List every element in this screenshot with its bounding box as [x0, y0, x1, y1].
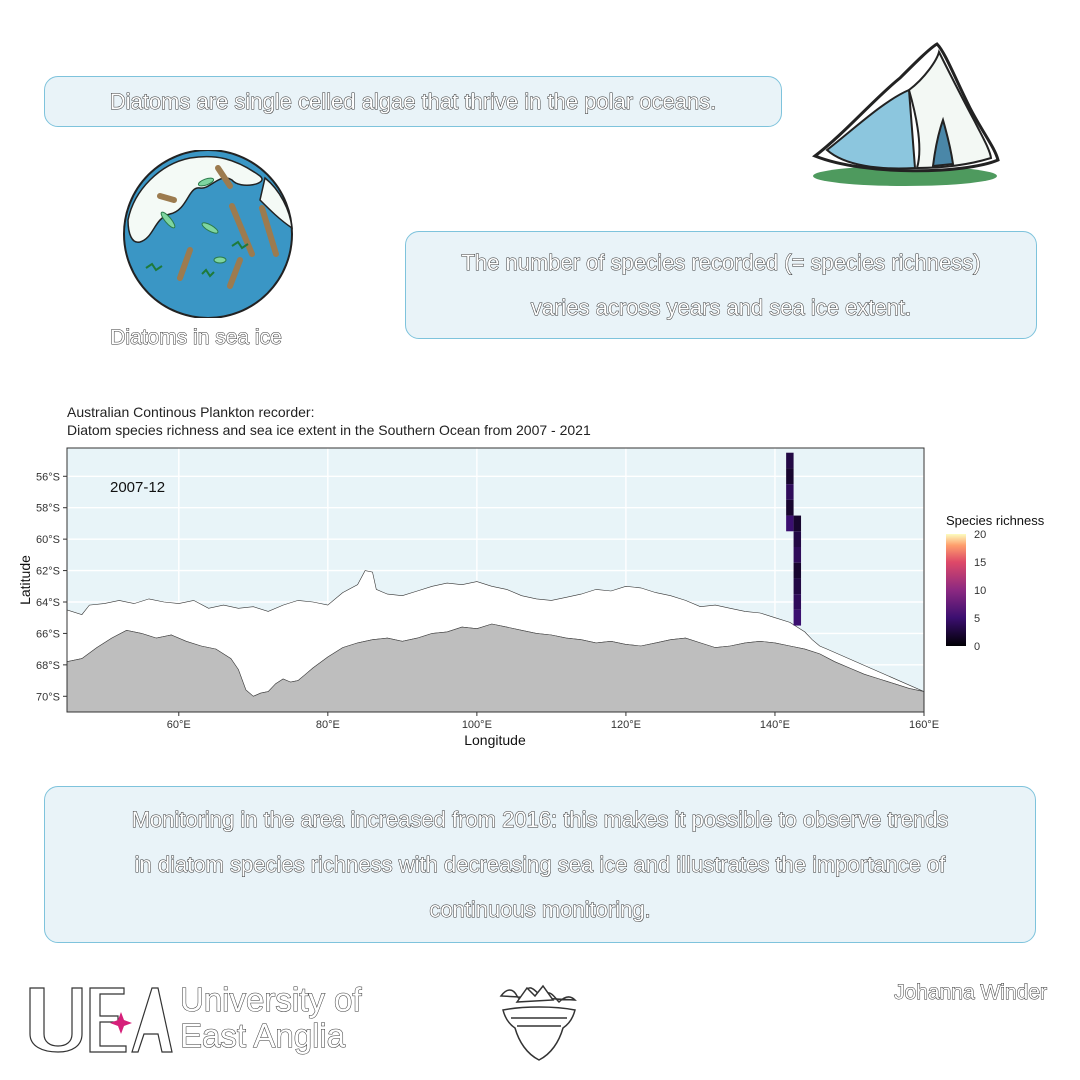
legend-tick-label: 10 — [974, 585, 986, 597]
author-winder: Johanna Winder — [894, 981, 1048, 1005]
richness-cell — [793, 609, 802, 626]
x-axis-label: Longitude — [464, 732, 526, 748]
richness-cell — [786, 515, 794, 532]
richness-cells — [786, 452, 802, 626]
richness-cell — [793, 562, 802, 579]
author-list: Johanna Winder — [894, 978, 1048, 1008]
iceberg-icon — [811, 42, 1000, 186]
x-tick-label: 60°E — [167, 719, 191, 731]
x-tick-label: 100°E — [462, 719, 492, 731]
chart-title-line1: Australian Continous Plankton recorder: — [67, 404, 315, 420]
legend-tick-label: 15 — [974, 557, 986, 569]
x-tick-label: 80°E — [316, 719, 340, 731]
y-tick-label: 70°S — [36, 691, 60, 703]
richness-cell — [793, 594, 802, 610]
y-tick-label: 60°S — [36, 534, 60, 546]
uea-wordmark: University of East Anglia — [180, 981, 363, 1054]
legend-tick-label: 0 — [974, 641, 980, 653]
y-axis-ticks: 56°S 58°S 60°S 62°S 64°S 66°S 68°S 70°S — [36, 471, 67, 703]
y-axis-label: Latitude — [17, 555, 33, 605]
y-tick-label: 62°S — [36, 566, 60, 578]
richness-cell — [786, 499, 794, 516]
y-tick-label: 66°S — [36, 628, 60, 640]
x-tick-label: 140°E — [760, 719, 790, 731]
iceberg-logo-icon — [499, 984, 577, 1061]
richness-cell — [786, 484, 794, 500]
diatoms-in-ice-illustration — [123, 150, 293, 318]
chart-title: Australian Continous Plankton recorder: … — [67, 403, 591, 439]
uea-logo — [29, 987, 173, 1053]
richness-text-line1: The number of species recorded (= specie… — [461, 250, 981, 276]
richness-cell — [793, 531, 802, 547]
chart-title-line2: Diatom species richness and sea ice exte… — [67, 422, 591, 438]
y-tick-label: 58°S — [36, 503, 60, 515]
y-tick-label: 64°S — [36, 597, 60, 609]
x-tick-label: 120°E — [611, 719, 641, 731]
legend-tick-label: 5 — [974, 613, 980, 625]
legend-ticks: 0 5 10 15 20 — [974, 529, 986, 653]
x-tick-label: 160°E — [909, 719, 939, 731]
legend-title: Species richness — [946, 513, 1045, 528]
intro-textbox: Diatoms are single celled algae that thr… — [44, 76, 782, 127]
y-tick-label: 56°S — [36, 471, 60, 483]
monitoring-text-line1: Monitoring in the area increased from 20… — [131, 807, 949, 833]
monitoring-text-line3: continuous monitoring. — [429, 897, 651, 923]
richness-cell — [793, 547, 802, 563]
richness-cell — [786, 452, 794, 469]
y-tick-label: 68°S — [36, 660, 60, 672]
legend-colorbar — [946, 534, 966, 646]
intro-text: Diatoms are single celled algae that thr… — [109, 88, 717, 114]
richness-cell — [793, 515, 802, 532]
richness-textbox: The number of species recorded (= specie… — [405, 231, 1037, 339]
species-richness-map: 2007-12 60°E 80°E 100°E 120°E 140°E 160°E 56°… — [17, 447, 1045, 748]
diatom-illustration-label: Diatoms in sea ice — [110, 326, 283, 350]
frame-label: 2007-12 — [110, 479, 165, 496]
legend-tick-label: 20 — [974, 529, 986, 541]
richness-text-line2: varies across years and sea ice extent. — [530, 295, 912, 321]
richness-cell — [793, 578, 802, 595]
antarctic-land — [67, 623, 924, 712]
monitoring-textbox: Monitoring in the area increased from 20… — [44, 786, 1036, 943]
monitoring-text-line2: in diatom species richness with decreasi… — [134, 852, 946, 878]
x-axis-ticks: 60°E 80°E 100°E 120°E 140°E 160°E — [167, 712, 939, 731]
richness-cell — [786, 468, 794, 485]
